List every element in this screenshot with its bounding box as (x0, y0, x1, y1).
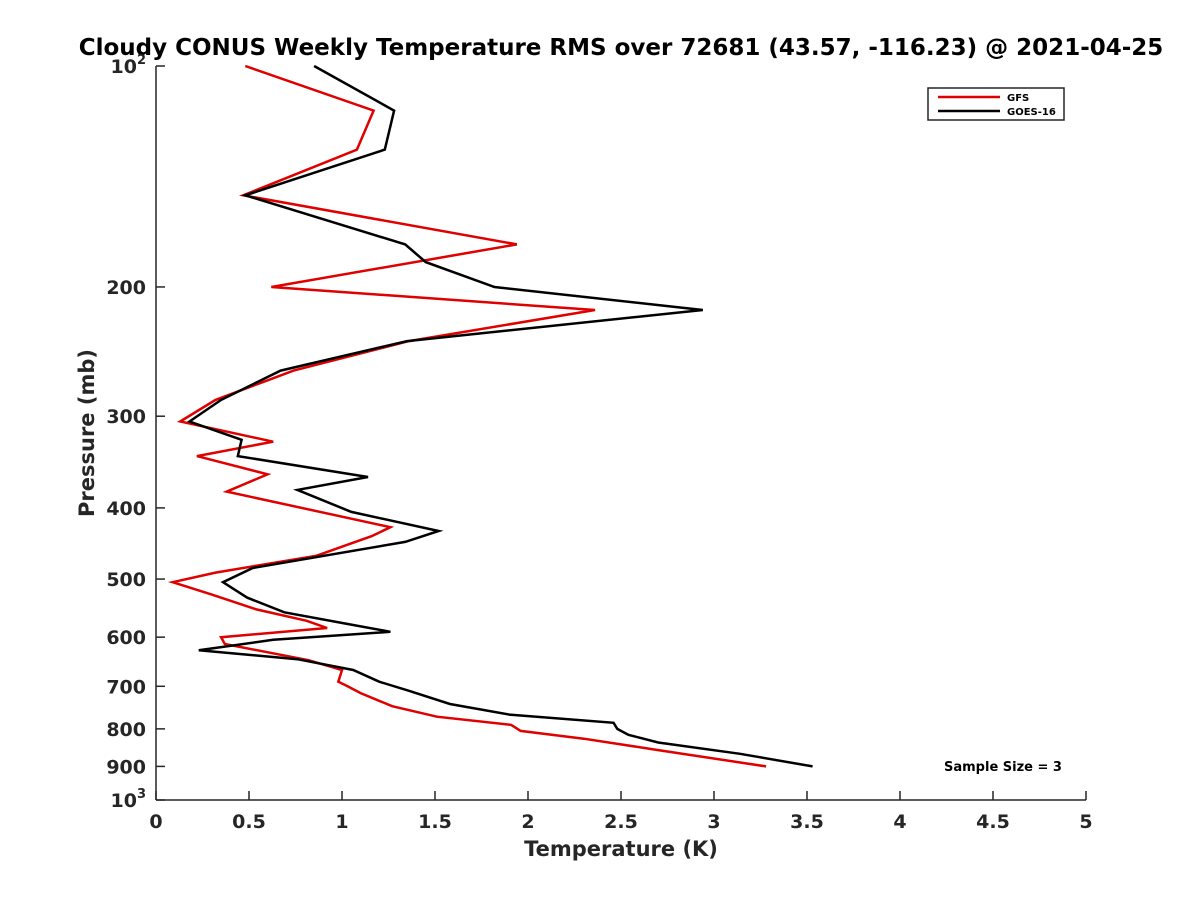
y-ticks: 102 200 300 400 500 600 700 800 900 103 (106, 53, 165, 812)
y-tick-label: 200 (106, 277, 146, 299)
y-axis-label: Pressure (mb) (75, 349, 99, 517)
y-tick-label: 700 (106, 676, 146, 698)
x-tick-label: 0 (149, 811, 162, 833)
x-tick-label: 0.5 (232, 811, 266, 833)
x-tick-label: 3.5 (790, 811, 824, 833)
x-tick-label: 1 (335, 811, 348, 833)
y-tick-label: 500 (106, 569, 146, 591)
legend-label: GOES-16 (1007, 107, 1056, 118)
chart-title: Cloudy CONUS Weekly Temperature RMS over… (79, 35, 1164, 61)
y-tick-label: 800 (106, 719, 146, 741)
legend-label: GFS (1007, 93, 1029, 104)
x-tick-label: 2 (521, 811, 534, 833)
x-tick-label: 4 (893, 811, 906, 833)
x-tick-label: 1.5 (418, 811, 452, 833)
y-tick-label: 103 (111, 787, 147, 812)
y-tick-label: 300 (106, 406, 146, 428)
x-tick-label: 4.5 (976, 811, 1010, 833)
x-tick-label: 3 (707, 811, 720, 833)
legend-box (927, 87, 1065, 121)
series-layer (167, 64, 813, 768)
sample-size-annotation: Sample Size = 3 (944, 760, 1062, 775)
series-line-goes-16 (186, 64, 813, 768)
x-ticks: 0 0.5 1 1.5 2 2.5 3 3.5 4 4.5 5 (149, 791, 1093, 833)
y-tick-label: 900 (106, 756, 146, 778)
x-tick-label: 2.5 (604, 811, 638, 833)
y-tick-label: 400 (106, 498, 146, 520)
x-tick-label: 5 (1079, 811, 1092, 833)
y-tick-label: 102 (111, 53, 147, 78)
x-axis-label: Temperature (K) (524, 837, 718, 861)
series-line-gfs (167, 64, 767, 768)
plot-area (156, 66, 1086, 800)
legend: GFS GOES-16 (927, 87, 1065, 121)
y-tick-label: 600 (106, 627, 146, 649)
